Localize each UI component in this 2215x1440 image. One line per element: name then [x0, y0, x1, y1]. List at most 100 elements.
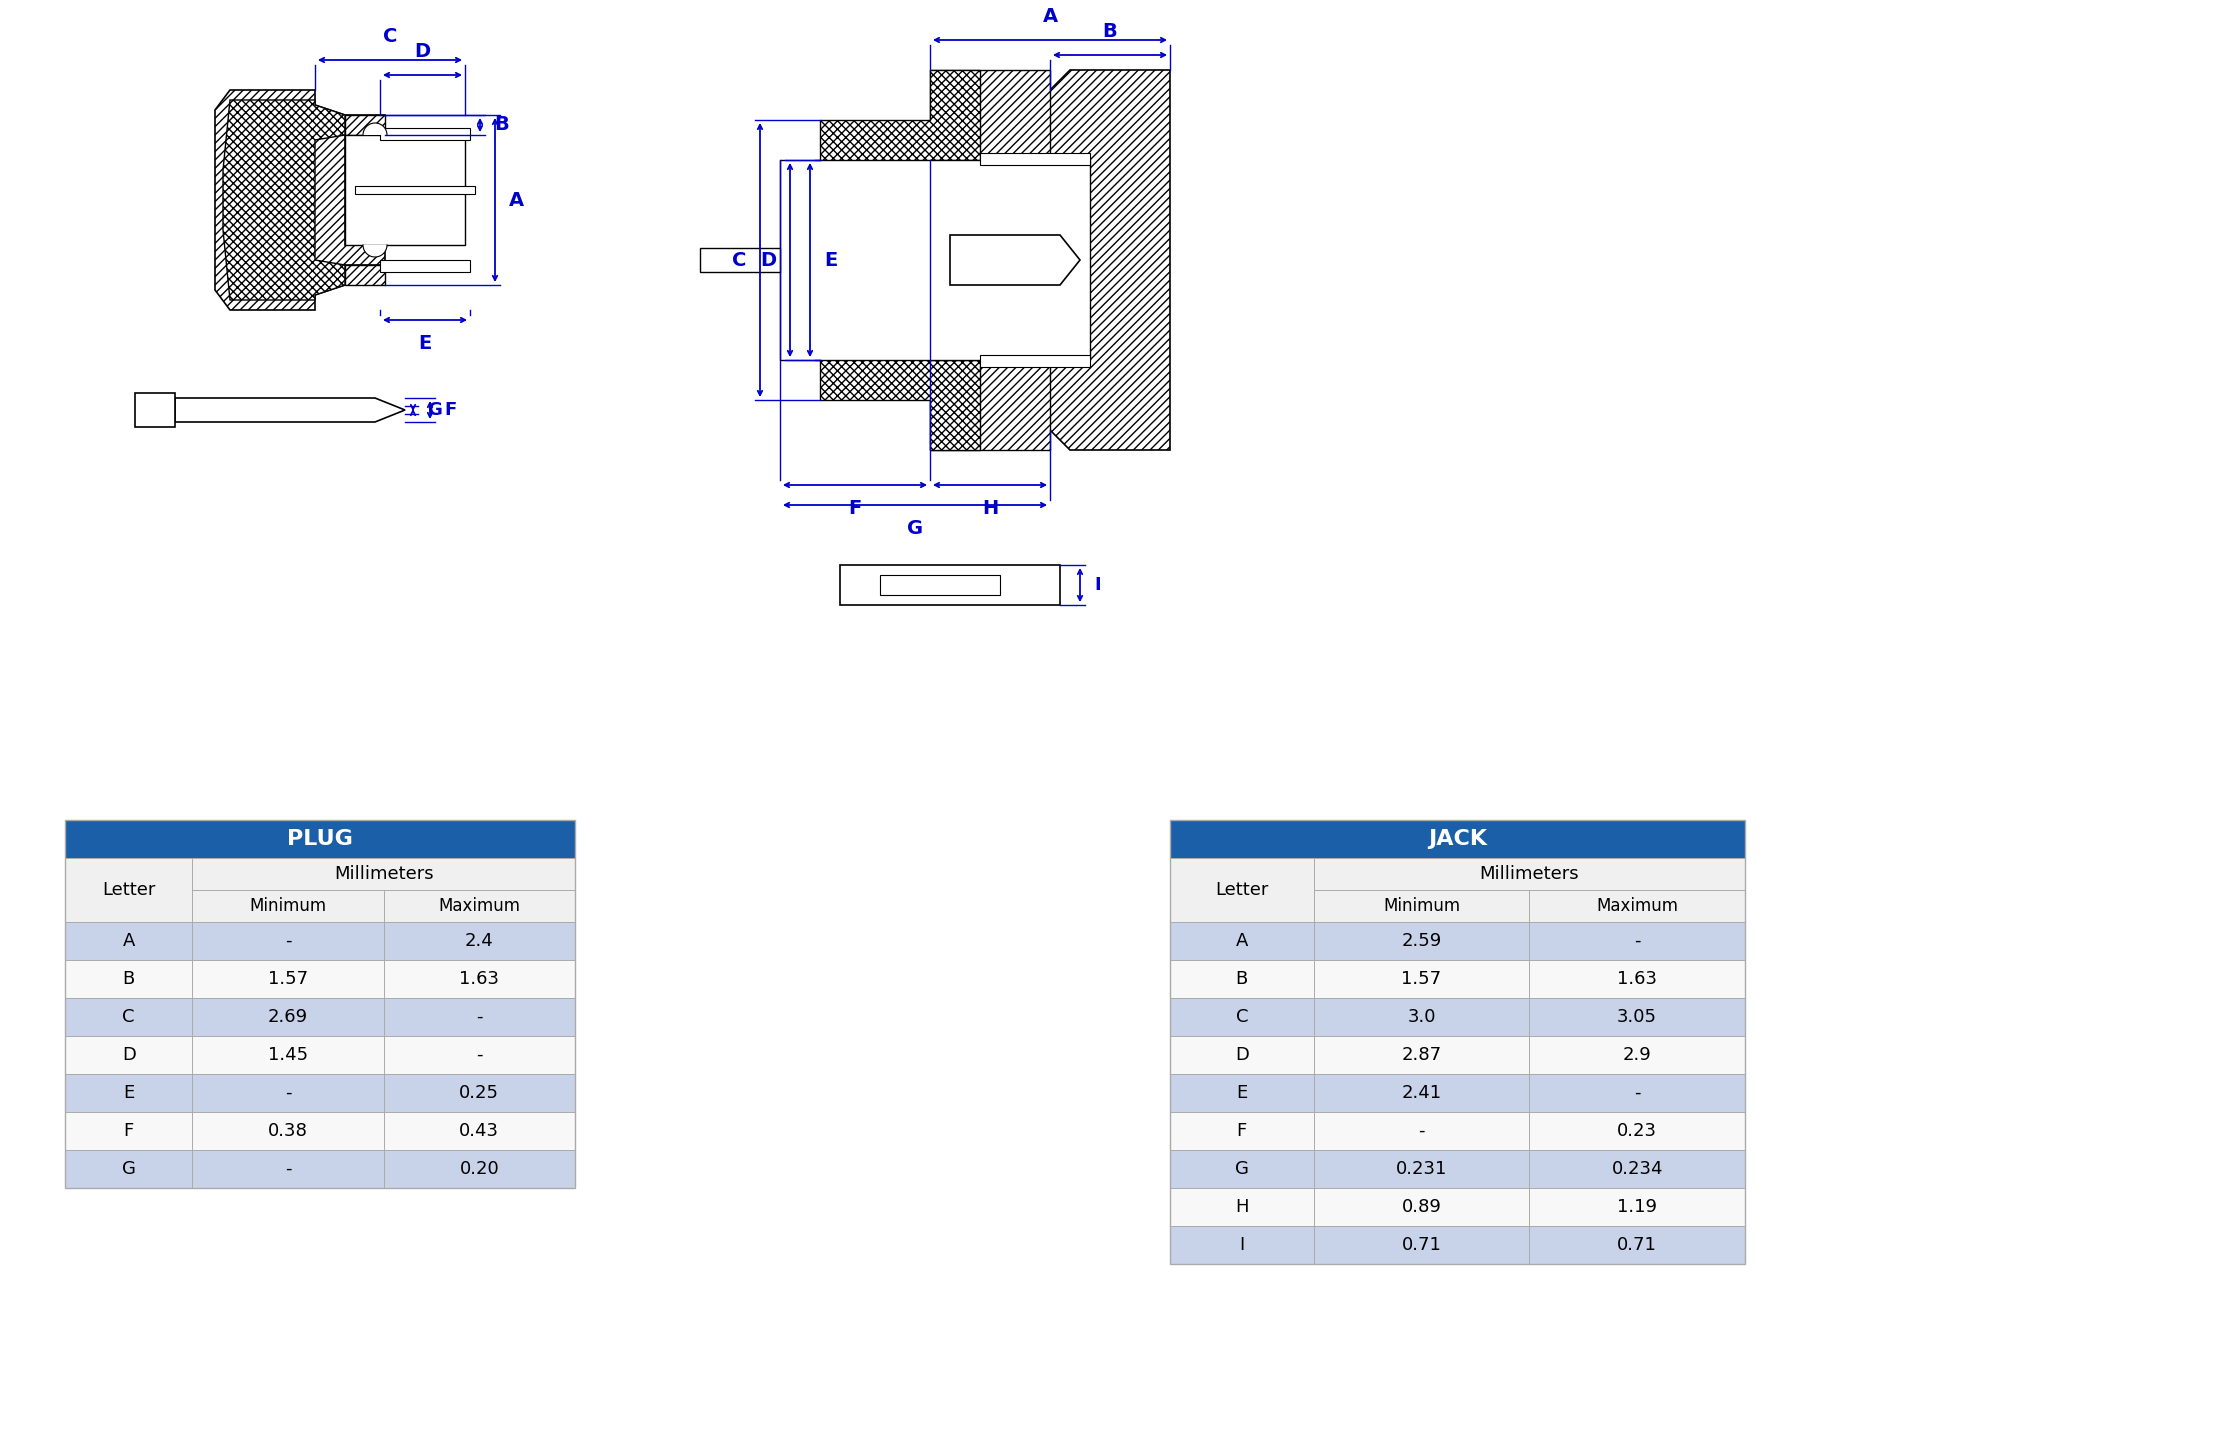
Text: -: -: [476, 1045, 483, 1064]
Text: A: A: [122, 932, 135, 950]
Text: 1.57: 1.57: [268, 971, 308, 988]
Text: JACK: JACK: [1429, 829, 1486, 850]
Text: Minimum: Minimum: [1382, 897, 1460, 914]
Polygon shape: [820, 71, 979, 449]
Bar: [1170, 1225, 1745, 1264]
Bar: [64, 960, 576, 998]
Text: A: A: [509, 190, 525, 209]
Bar: [1170, 1074, 1745, 1112]
Bar: [1170, 998, 1745, 1035]
Bar: [1170, 1151, 1745, 1188]
Text: 0.43: 0.43: [459, 1122, 498, 1140]
Bar: [346, 115, 385, 135]
Bar: [930, 360, 1050, 449]
Text: I: I: [1094, 576, 1101, 593]
Text: D: D: [760, 251, 775, 269]
Text: 0.231: 0.231: [1395, 1161, 1446, 1178]
Text: 2.4: 2.4: [465, 932, 494, 950]
Text: -: -: [286, 932, 292, 950]
Text: 1.45: 1.45: [268, 1045, 308, 1064]
Text: A: A: [1043, 7, 1057, 26]
Bar: [1170, 1188, 1745, 1225]
Text: F: F: [848, 500, 862, 518]
Text: Letter: Letter: [102, 881, 155, 899]
Polygon shape: [224, 99, 346, 300]
Text: -: -: [286, 1084, 292, 1102]
Text: 2.87: 2.87: [1402, 1045, 1442, 1064]
Bar: [780, 160, 1090, 360]
Text: 0.38: 0.38: [268, 1122, 308, 1140]
Text: 1.57: 1.57: [1402, 971, 1442, 988]
Bar: [64, 998, 576, 1035]
Polygon shape: [175, 397, 405, 422]
Text: B: B: [494, 115, 509, 134]
Text: 2.9: 2.9: [1624, 1045, 1652, 1064]
Text: G: G: [427, 400, 441, 419]
Text: PLUG: PLUG: [288, 829, 352, 850]
Bar: [64, 819, 576, 1188]
Text: D: D: [414, 42, 430, 60]
Text: H: H: [981, 500, 999, 518]
Text: D: D: [122, 1045, 135, 1064]
Bar: [979, 356, 1090, 367]
Text: 1.63: 1.63: [1617, 971, 1657, 988]
Text: G: G: [1236, 1161, 1249, 1178]
Text: -: -: [1635, 1084, 1641, 1102]
Bar: [1170, 922, 1745, 960]
Bar: [1170, 819, 1745, 1264]
Text: Millimeters: Millimeters: [1480, 865, 1579, 883]
Text: 2.41: 2.41: [1402, 1084, 1442, 1102]
Polygon shape: [363, 245, 388, 256]
Bar: [839, 564, 1061, 605]
Bar: [700, 248, 780, 272]
Text: E: E: [124, 1084, 135, 1102]
Text: 3.0: 3.0: [1407, 1008, 1435, 1025]
Text: 0.89: 0.89: [1402, 1198, 1442, 1215]
Polygon shape: [215, 89, 385, 310]
Bar: [64, 858, 576, 922]
Bar: [64, 1112, 576, 1151]
Text: H: H: [1236, 1198, 1249, 1215]
Text: F: F: [124, 1122, 133, 1140]
Text: -: -: [476, 1008, 483, 1025]
Text: -: -: [286, 1161, 292, 1178]
Polygon shape: [363, 122, 388, 135]
Text: F: F: [443, 400, 456, 419]
Text: Millimeters: Millimeters: [334, 865, 434, 883]
Text: G: G: [906, 518, 924, 539]
Bar: [354, 186, 474, 194]
Text: G: G: [122, 1161, 135, 1178]
Text: B: B: [1103, 22, 1116, 40]
Bar: [64, 1074, 576, 1112]
Text: E: E: [419, 334, 432, 353]
Text: 1.19: 1.19: [1617, 1198, 1657, 1215]
Bar: [64, 1151, 576, 1188]
Text: B: B: [122, 971, 135, 988]
Text: C: C: [731, 251, 746, 269]
Bar: [1170, 1035, 1745, 1074]
Text: Maximum: Maximum: [1597, 897, 1679, 914]
Text: B: B: [1236, 971, 1247, 988]
Bar: [1170, 819, 1745, 858]
Text: I: I: [1238, 1236, 1245, 1254]
Polygon shape: [1050, 71, 1170, 449]
Text: 0.234: 0.234: [1613, 1161, 1663, 1178]
Text: 0.25: 0.25: [459, 1084, 498, 1102]
Text: E: E: [1236, 1084, 1247, 1102]
Bar: [979, 153, 1090, 166]
Text: Minimum: Minimum: [250, 897, 326, 914]
Text: -: -: [1635, 932, 1641, 950]
Bar: [381, 128, 470, 140]
Polygon shape: [950, 235, 1081, 285]
Bar: [1170, 960, 1745, 998]
Text: Letter: Letter: [1216, 881, 1269, 899]
Bar: [1170, 858, 1745, 922]
Bar: [64, 1035, 576, 1074]
Text: A: A: [1236, 932, 1247, 950]
Text: C: C: [122, 1008, 135, 1025]
Bar: [1170, 1112, 1745, 1151]
Text: F: F: [1236, 1122, 1247, 1140]
Text: 2.69: 2.69: [268, 1008, 308, 1025]
Text: 0.20: 0.20: [459, 1161, 498, 1178]
Text: 0.71: 0.71: [1402, 1236, 1442, 1254]
